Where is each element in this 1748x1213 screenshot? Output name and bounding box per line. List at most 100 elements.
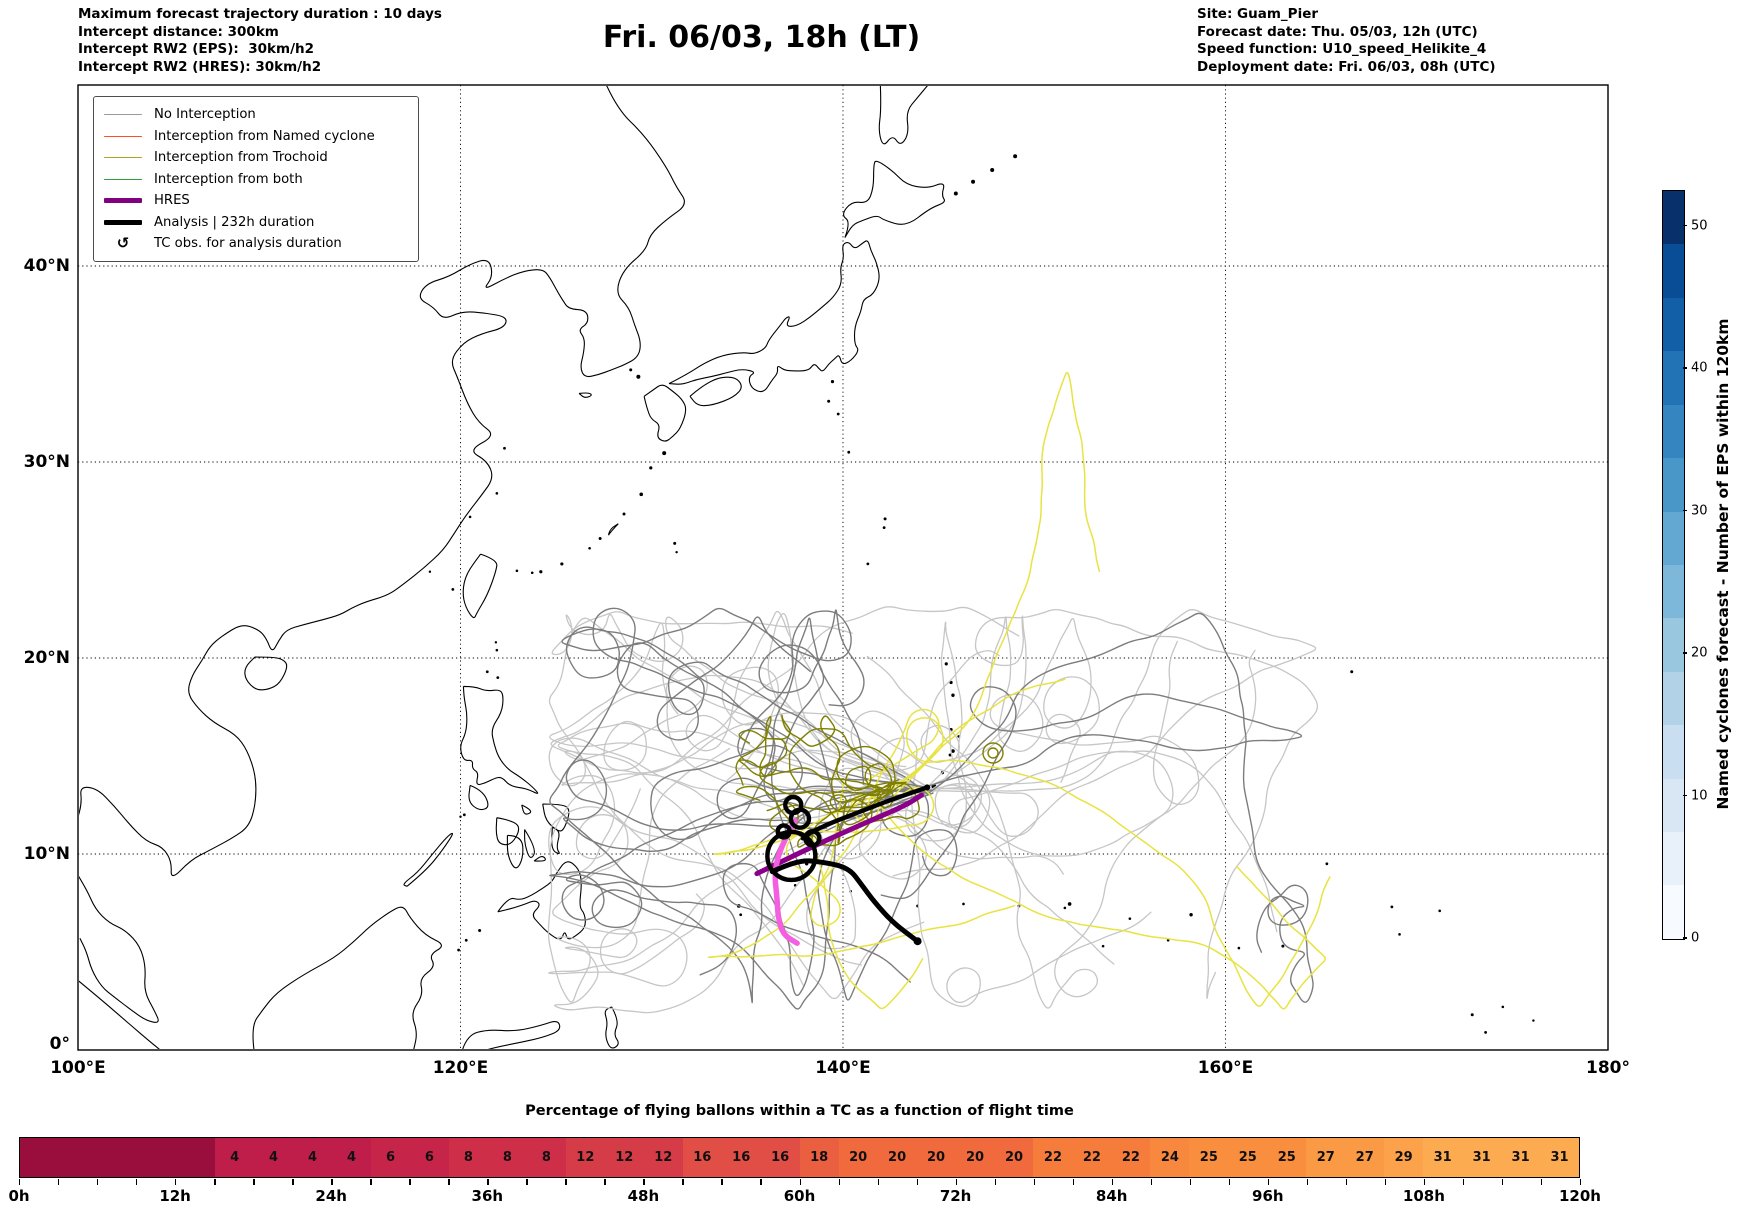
hres-magenta-track [772, 817, 800, 946]
no-interception-dark [926, 612, 1314, 1003]
strip-minor-tick [97, 1179, 99, 1185]
strip-cell: 20 [994, 1138, 1034, 1177]
colorbar-label: Named cyclones forecast - Number of EPS … [1714, 318, 1732, 810]
x-tick-label: 140°E [815, 1058, 871, 1078]
strip-cell: 8 [448, 1138, 488, 1177]
strip-minor-tick [721, 1179, 723, 1185]
strip-minor-tick [58, 1179, 60, 1185]
strip-minor-tick [214, 1179, 216, 1185]
x-tick-label: 100°E [50, 1058, 106, 1078]
tc-percentage-strip: 4 4 4 4 6 6 8 8 8 12 12 12 16 16 16 18 20 20 20 20 20 22 22 22 2… [19, 1137, 1580, 1178]
coastlines [79, 86, 945, 1049]
legend-label: Interception from Named cyclone [154, 128, 375, 144]
trochoid-olive [735, 782, 906, 847]
strip-cell: 16 [721, 1138, 761, 1177]
strip-minor-tick [877, 1179, 879, 1185]
strip-minor-tick [136, 1179, 138, 1185]
legend-line-swatch [104, 198, 142, 204]
colorbar-segment [1663, 297, 1684, 352]
colorbar-tick-label: 40 [1691, 360, 1708, 376]
strip-cell: 31 [1462, 1138, 1502, 1177]
no-interception-dark [561, 790, 926, 976]
strip-cell: 22 [1072, 1138, 1112, 1177]
x-tick-label: 120°E [432, 1058, 489, 1078]
trochoid-yellow [892, 717, 1331, 1007]
strip-time-label: 24h [315, 1187, 347, 1205]
trochoid-olive [836, 745, 907, 797]
strip-cell: 20 [955, 1138, 995, 1177]
y-tick-label: 0° [49, 1034, 70, 1054]
no-interception-light [931, 616, 1200, 805]
colorbar-segment [1663, 191, 1684, 245]
highlight-tracks [754, 784, 931, 946]
strip-time-label: 84h [1095, 1187, 1128, 1205]
colorbar-tick-label: 50 [1691, 218, 1708, 234]
strip-cell: 18 [799, 1138, 839, 1177]
strip-minor-tick [1580, 1179, 1582, 1185]
strip-minor-tick [955, 1179, 957, 1185]
legend-label: Interception from both [154, 171, 303, 187]
strip-cell: 16 [760, 1138, 800, 1177]
strip-time-label: 96h [1252, 1187, 1284, 1205]
strip-cell: 20 [877, 1138, 917, 1177]
colorbar-tick-label: 20 [1691, 645, 1708, 661]
strip-time-label: 72h [939, 1187, 972, 1205]
no-interception-dark [802, 792, 958, 1001]
strip-minor-tick [1423, 1179, 1426, 1185]
no-interception-light [549, 622, 932, 795]
strip-cell: 6 [409, 1138, 449, 1177]
no-interception-light [925, 750, 1278, 933]
strip-cell: 4 [332, 1138, 371, 1177]
ensemble-trajectories [547, 371, 1331, 1014]
strip-minor-tick [1072, 1179, 1075, 1185]
strip-cell: 4 [254, 1138, 294, 1177]
legend-label: HRES [154, 193, 190, 209]
x-tick-label: 160°E [1197, 1058, 1254, 1078]
no-interception-dark [616, 616, 930, 837]
no-interception-light [877, 737, 1152, 1008]
header-site-info: Site: Guam_Pier Forecast date: Thu. 05/0… [1197, 6, 1496, 75]
colorbar-segment [1663, 832, 1684, 886]
trochoid-yellow [874, 371, 1101, 804]
strip-cell: 20 [916, 1138, 956, 1177]
legend-line-swatch [104, 157, 142, 159]
no-interception-dark [722, 727, 929, 997]
strip-minor-tick [370, 1179, 372, 1185]
no-interception-light [920, 617, 1100, 791]
no-interception-dark [880, 686, 1303, 900]
strip-minor-tick [1189, 1179, 1192, 1185]
colorbar-segment [1663, 351, 1684, 405]
strip-time-label: 108h [1402, 1187, 1445, 1205]
trochoid-olive [772, 714, 894, 803]
strip-minor-tick [1111, 1179, 1114, 1185]
colorbar-tickmark [1683, 652, 1687, 654]
no-interception-dark [650, 617, 930, 841]
strip-time-label: 60h [783, 1187, 816, 1205]
colorbar-segment [1663, 618, 1684, 672]
colorbar-segment [1663, 885, 1684, 939]
strip-cell: 20 [838, 1138, 878, 1177]
colorbar-tick-label: 10 [1691, 788, 1708, 804]
header-run-parameters: Maximum forecast trajectory duration : 1… [78, 6, 442, 75]
y-tick-label: 40°N [23, 256, 70, 276]
no-interception-light [866, 655, 1174, 1009]
no-interception-light [721, 666, 1039, 837]
strip-minor-tick [1267, 1179, 1270, 1185]
island-dots [428, 154, 1535, 1034]
legend-label: TC obs. for analysis duration [154, 236, 342, 252]
no-interception-light [904, 621, 1257, 857]
strip-cell: 25 [1228, 1138, 1268, 1177]
strip-minor-tick [331, 1179, 333, 1185]
colorbar-tickmark [1683, 224, 1687, 227]
strip-cell: 25 [1267, 1138, 1307, 1177]
strip-cell: 22 [1033, 1138, 1073, 1177]
strip-time-label: 12h [159, 1187, 191, 1205]
figure-title: Fri. 06/03, 18h (LT) [602, 20, 921, 55]
legend-item-0: No Interception [104, 104, 408, 126]
colorbar-segment [1663, 458, 1684, 512]
strip-time-label: 120h [1559, 1187, 1601, 1205]
strip-cell: 31 [1501, 1138, 1541, 1177]
y-tick-label: 20°N [23, 648, 70, 668]
no-interception-dark [561, 607, 929, 789]
strip-minor-tick [682, 1179, 684, 1185]
